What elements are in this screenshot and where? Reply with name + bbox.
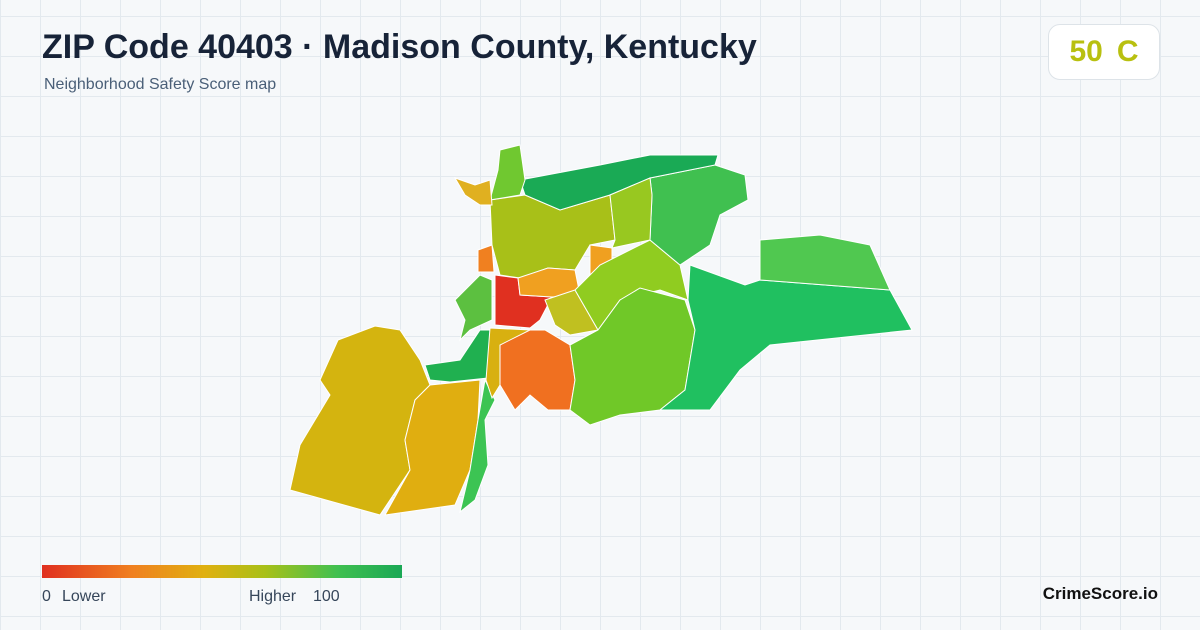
legend-gradient <box>42 565 402 578</box>
grade: C <box>1116 35 1139 68</box>
region <box>477 244 495 273</box>
region <box>609 177 653 249</box>
legend-min: 0 <box>42 588 51 605</box>
legend-max-label: Higher <box>249 588 297 605</box>
region <box>649 164 749 266</box>
legend-max: 100 <box>313 588 340 605</box>
region <box>485 327 532 400</box>
region <box>424 329 493 383</box>
region <box>499 329 576 411</box>
region <box>759 234 891 291</box>
score: 50 <box>1069 35 1103 68</box>
score-badge: 50 C <box>1048 24 1160 80</box>
region <box>519 154 719 211</box>
title: ZIP Code 40403 · Madison County, Kentuck… <box>42 28 757 66</box>
region <box>489 144 526 201</box>
legend-min-label: Lower <box>62 588 106 605</box>
region <box>544 289 599 336</box>
region <box>384 379 481 516</box>
region <box>453 177 493 206</box>
subtitle: Neighborhood Safety Score map <box>44 76 277 93</box>
region <box>459 378 496 514</box>
region <box>454 274 493 342</box>
brand: CrimeScore.io <box>1042 584 1158 603</box>
